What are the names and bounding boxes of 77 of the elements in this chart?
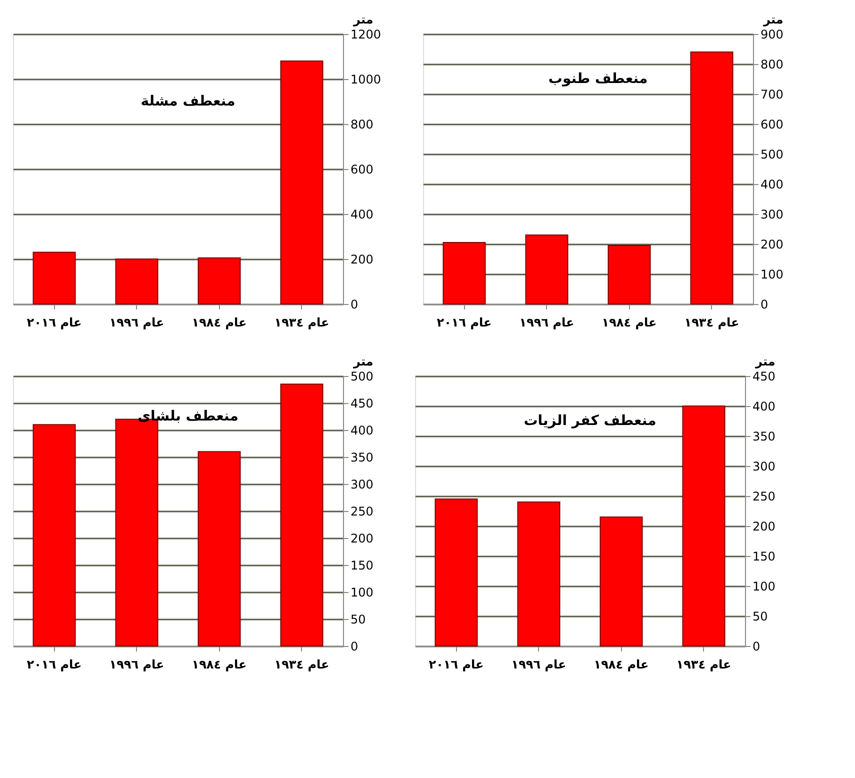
x-tick-label: عام ١٩٣٤ [676,658,732,672]
y-tick-label: 350 [350,450,374,464]
y-tick-label: 500 [760,148,784,162]
bar [280,60,324,304]
bar [600,516,643,646]
y-tick-label: 600 [760,118,784,132]
text: منعطف مشلة [140,94,236,110]
y-axis-title: متر [754,354,776,368]
y-tick-label: 400 [752,400,776,414]
x-tick-label: عام ٢٠١٦ [436,316,492,330]
x-tick-label: عام ١٩٩٦ [511,658,566,672]
y-tick-label: 50 [752,610,768,624]
y-tick-label: 1200 [350,28,382,42]
text: منعطف كفر الزيات [524,413,656,429]
bar [280,384,324,646]
bar [442,242,486,304]
y-tick-label: 600 [350,162,374,176]
y-axis-title: متر [352,12,374,26]
bar [434,498,478,646]
y-tick-label: 800 [350,118,374,132]
bar [690,52,734,304]
y-tick-label: 0 [760,298,768,312]
bar [682,406,726,646]
y-tick-label: 300 [760,208,784,222]
y-tick-label: 900 [760,28,784,42]
y-tick-label: 100 [350,586,374,600]
y-tick-label: 200 [350,252,374,266]
x-tick-label: عام ١٩٣٤ [274,658,330,672]
y-axis-title: متر [762,12,784,26]
y-tick-label: 450 [350,396,374,410]
x-tick-label: عام ١٩٣٤ [274,316,330,330]
bar [32,252,76,304]
y-tick-label: 200 [752,520,776,534]
y-tick-label: 1000 [350,72,382,86]
y-tick-label: 150 [350,558,374,572]
text: منعطف طنوب [548,71,648,87]
x-tick-label: عام ١٩٩٦ [519,316,574,330]
x-tick-label: عام ٢٠١٦ [26,658,82,672]
y-tick-label: 300 [350,478,374,492]
y-tick-label: 0 [350,640,358,654]
text: منعطف بلشاى [138,408,238,424]
y-tick-label: 400 [350,424,374,438]
y-tick-label: 100 [760,268,784,282]
y-tick-label: 100 [752,580,776,594]
y-tick-label: 200 [350,532,374,546]
x-tick-label: عام ٢٠١٦ [428,658,484,672]
y-tick-label: 250 [350,504,374,518]
y-tick-label: 700 [760,88,784,102]
x-tick-label: عام ١٩٨٤ [594,658,649,672]
x-tick-label: عام ١٩٨٤ [192,316,247,330]
bar [517,502,560,646]
y-tick-label: 0 [350,298,358,312]
x-tick-label: عام ١٩٨٤ [192,658,247,672]
bar [32,424,76,646]
bar [115,258,158,304]
y-tick-label: 450 [752,370,776,384]
x-tick-label: عام ١٩٩٦ [109,658,164,672]
bar [198,257,241,304]
y-tick-label: 300 [752,460,776,474]
x-tick-label: عام ١٩٣٤ [684,316,740,330]
x-tick-label: عام ٢٠١٦ [26,316,82,330]
y-tick-label: 350 [752,430,776,444]
y-tick-label: 400 [350,208,374,222]
y-tick-label: 150 [752,550,776,564]
y-tick-label: 200 [760,238,784,252]
y-tick-label: 250 [752,490,776,504]
y-tick-label: 500 [350,370,374,384]
x-tick-label: عام ١٩٩٦ [109,316,164,330]
y-tick-label: 50 [350,612,366,626]
bar [198,451,241,646]
y-tick-label: 800 [760,58,784,72]
bar [525,234,568,304]
x-tick-label: عام ١٩٨٤ [602,316,657,330]
bar [608,245,651,304]
y-tick-label: 0 [752,640,760,654]
y-tick-label: 400 [760,178,784,192]
y-axis-title: متر [352,354,374,368]
